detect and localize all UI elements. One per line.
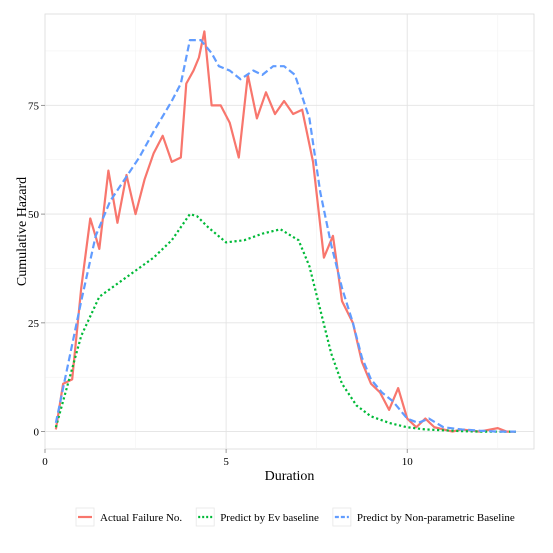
legend-label-1: Actual Failure No. xyxy=(100,512,182,524)
x-tick-label: 10 xyxy=(402,456,414,468)
y-tick-label: 75 xyxy=(28,100,40,112)
major-gridlines xyxy=(44,14,534,449)
minor-gridlines xyxy=(45,14,534,449)
y-tick-label: 0 xyxy=(34,427,40,439)
series-lines xyxy=(54,30,516,433)
y-axis-title: Cumulative Hazard xyxy=(15,177,30,286)
x-tick-label: 5 xyxy=(223,456,229,468)
x-axis-ticks: 0 5 10 xyxy=(42,449,413,468)
legend-label-3: Predict by Non-parametric Baseline xyxy=(357,512,515,524)
series-line-2 xyxy=(54,213,516,433)
plot-panel xyxy=(44,13,535,450)
legend-key-box xyxy=(195,507,215,527)
series-line-3 xyxy=(54,39,516,433)
y-tick-label: 25 xyxy=(28,318,40,330)
legend-label-2: Predict by Ev baseline xyxy=(220,512,319,524)
legend: Actual Failure No. Predict by Ev baseline… xyxy=(75,507,515,527)
y-tick-label: 50 xyxy=(28,209,40,221)
x-axis-title: Duration xyxy=(265,469,315,484)
x-tick-label: 0 xyxy=(42,456,48,468)
y-axis-ticks: 0 25 50 75 xyxy=(28,100,45,439)
